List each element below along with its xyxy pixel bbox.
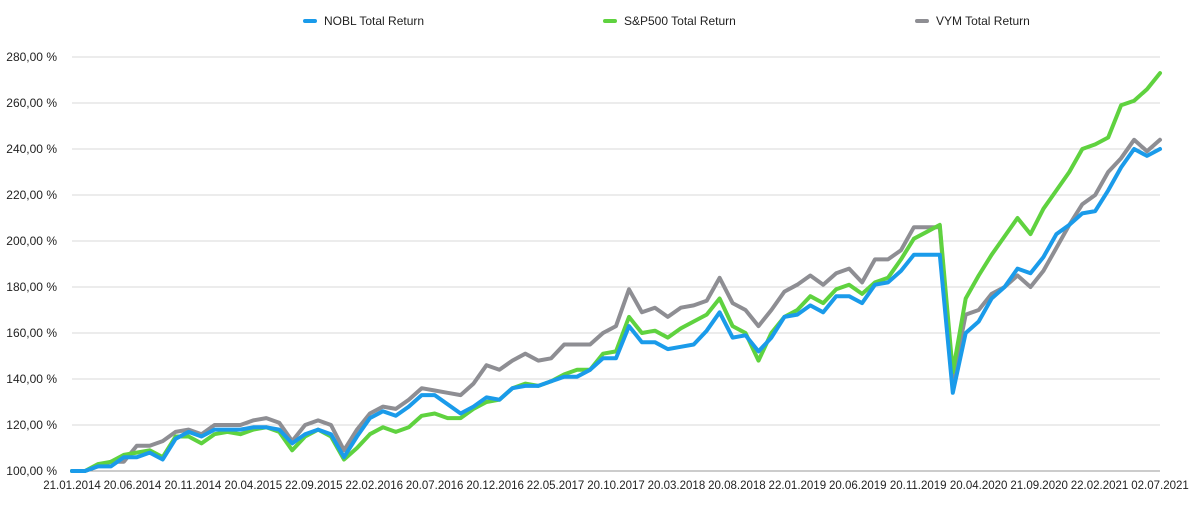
- legend-label: S&P500 Total Return: [624, 14, 736, 28]
- x-tick-label: 22.02.2016: [345, 480, 403, 492]
- legend-label: NOBL Total Return: [324, 14, 424, 28]
- x-tick-label: 20.10.2017: [587, 480, 645, 492]
- legend-item: S&P500 Total Return: [603, 14, 736, 28]
- y-tick-label: 280,00 %: [6, 50, 57, 64]
- y-tick-label: 140,00 %: [6, 372, 57, 386]
- x-tick-label: 21.01.2014: [43, 480, 101, 492]
- x-tick-label: 20.11.2019: [890, 480, 947, 492]
- x-axis: 21.01.2014 20.06.2014 20.11.2014 20.04.2015…: [43, 480, 1189, 492]
- x-tick-label: 20.04.2015: [225, 480, 283, 492]
- x-tick-label: 02.07.2021: [1131, 480, 1189, 492]
- x-tick-label: 20.06.2014: [104, 480, 162, 492]
- x-tick-label: 22.01.2019: [769, 480, 827, 492]
- x-tick-label: 20.12.2016: [466, 480, 524, 492]
- legend: NOBL Total Return S&P500 Total Return VYM …: [303, 14, 1030, 28]
- x-tick-label: 20.07.2016: [406, 480, 464, 492]
- y-tick-label: 260,00 %: [6, 96, 57, 110]
- series-line-sp500: [70, 71, 1162, 473]
- legend-item: VYM Total Return: [915, 14, 1030, 28]
- y-tick-label: 120,00 %: [6, 418, 57, 432]
- x-tick-label: 22.05.2017: [527, 480, 585, 492]
- y-tick-label: 240,00 %: [6, 142, 57, 156]
- x-tick-label: 20.04.2020: [950, 480, 1008, 492]
- y-tick-label: 220,00 %: [6, 188, 57, 202]
- x-tick-label: 20.08.2018: [708, 480, 766, 492]
- y-tick-label: 200,00 %: [6, 234, 57, 248]
- x-tick-label: 20.06.2019: [829, 480, 887, 492]
- legend-item: NOBL Total Return: [303, 14, 424, 28]
- series-line-vym: [70, 137, 1162, 473]
- y-tick-label: 180,00 %: [6, 280, 57, 294]
- gridlines: [72, 56, 1160, 472]
- x-tick-label: 22.02.2021: [1071, 480, 1129, 492]
- x-tick-label: 20.11.2014: [165, 480, 222, 492]
- y-tick-label: 160,00 %: [6, 326, 57, 340]
- series-line-nobl: [70, 147, 1162, 473]
- x-tick-label: 20.03.2018: [648, 480, 706, 492]
- legend-label: VYM Total Return: [936, 14, 1030, 28]
- x-tick-label: 21.09.2020: [1010, 480, 1068, 492]
- y-axis: 100,00 % 120,00 % 140,00 % 160,00 % 180,00 %…: [6, 50, 57, 478]
- x-tick-label: 22.09.2015: [285, 480, 343, 492]
- y-tick-label: 100,00 %: [6, 464, 57, 478]
- series-lines: [70, 71, 1162, 473]
